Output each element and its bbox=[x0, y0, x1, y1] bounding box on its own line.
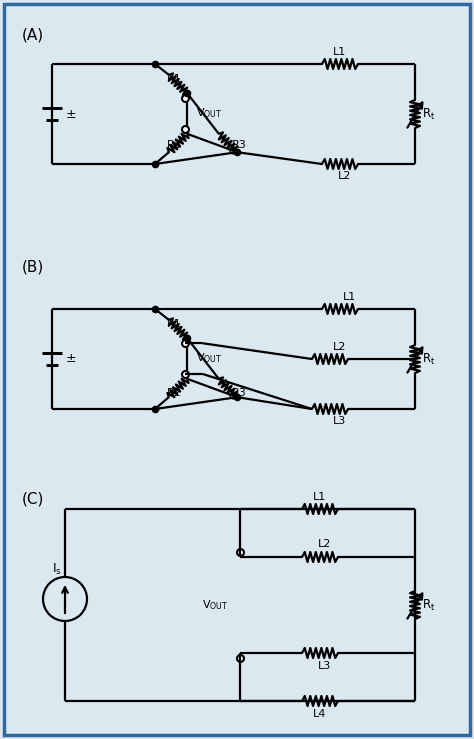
Text: R3: R3 bbox=[232, 140, 247, 150]
Text: R3: R3 bbox=[232, 388, 247, 398]
Text: V$_\mathregular{OUT}$: V$_\mathregular{OUT}$ bbox=[202, 598, 228, 612]
Text: $\pm$: $\pm$ bbox=[65, 353, 76, 366]
Text: (A): (A) bbox=[22, 27, 44, 42]
Text: R2: R2 bbox=[167, 140, 182, 150]
Text: L2: L2 bbox=[333, 342, 346, 352]
Text: R$_\mathregular{t}$: R$_\mathregular{t}$ bbox=[422, 597, 436, 613]
Text: L2: L2 bbox=[319, 539, 332, 549]
Text: R1: R1 bbox=[167, 74, 182, 84]
Text: (B): (B) bbox=[22, 259, 44, 274]
Text: L2: L2 bbox=[338, 171, 352, 181]
Text: R2: R2 bbox=[167, 388, 182, 398]
Text: L1: L1 bbox=[333, 47, 346, 57]
Text: V$_\mathregular{OUT}$: V$_\mathregular{OUT}$ bbox=[196, 352, 222, 365]
Text: R1: R1 bbox=[167, 319, 182, 329]
Text: L4: L4 bbox=[313, 709, 327, 719]
Text: R$_\mathregular{t}$: R$_\mathregular{t}$ bbox=[422, 352, 436, 367]
Text: V$_\mathregular{OUT}$: V$_\mathregular{OUT}$ bbox=[196, 106, 222, 120]
Text: $\pm$: $\pm$ bbox=[65, 107, 76, 120]
Text: (C): (C) bbox=[22, 491, 45, 506]
Text: I$_\mathregular{s}$: I$_\mathregular{s}$ bbox=[52, 562, 62, 576]
Text: R$_\mathregular{t}$: R$_\mathregular{t}$ bbox=[422, 106, 436, 121]
Text: L3: L3 bbox=[333, 416, 346, 426]
Text: L1: L1 bbox=[343, 292, 356, 302]
Text: L3: L3 bbox=[319, 661, 332, 671]
Text: L1: L1 bbox=[313, 492, 327, 502]
